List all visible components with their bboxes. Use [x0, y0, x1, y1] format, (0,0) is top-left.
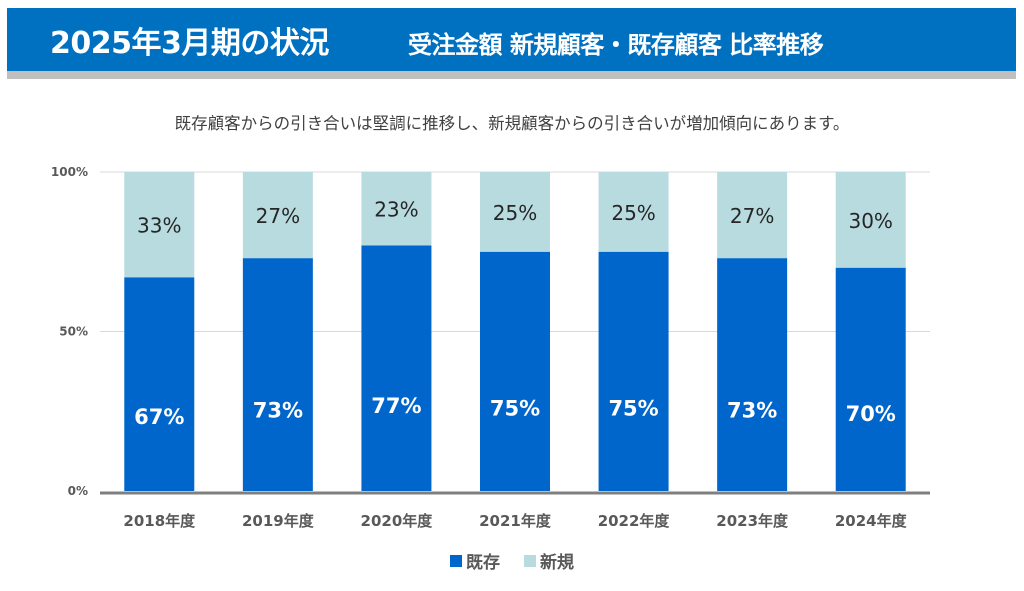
data-label-new: 33% — [137, 214, 181, 238]
bars — [124, 172, 906, 491]
bar-existing — [124, 277, 195, 491]
data-label-existing: 75% — [608, 396, 658, 420]
legend-label-existing: 既存 — [466, 553, 500, 573]
y-tick-label: 50% — [59, 325, 88, 339]
page-subtitle: 受注金額 新規顧客・既存顧客 比率推移 — [408, 31, 824, 59]
x-tick-label: 2023年度 — [716, 512, 789, 530]
x-tick-label: 2018年度 — [123, 512, 196, 530]
legend-item-new: 新規 — [524, 548, 574, 573]
legend-swatch-existing — [450, 554, 462, 567]
x-tick-label: 2022年度 — [598, 512, 671, 530]
x-tick-label: 2021年度 — [479, 512, 552, 530]
bar-existing — [717, 258, 788, 491]
data-label-new: 30% — [848, 209, 892, 233]
chart-description: 既存顧客からの引き合いは堅調に推移し、新規顧客からの引き合いが増加傾向にあります… — [174, 114, 850, 133]
header-underline — [7, 71, 1016, 79]
bar-new — [598, 172, 669, 252]
data-label-existing: 77% — [371, 394, 421, 418]
x-axis-ticks: 2018年度 2019年度 2020年度 2021年度 2022年度 2023年度 2024… — [100, 491, 930, 530]
bar-new — [361, 172, 432, 246]
bar-existing — [598, 251, 669, 491]
y-axis-ticks: 0% 50% 100% — [51, 165, 88, 498]
bar-existing — [242, 258, 313, 491]
data-label-new: 23% — [374, 198, 418, 222]
y-tick-label: 0% — [68, 484, 88, 498]
bar-new — [480, 172, 550, 252]
legend-item-existing: 既存 — [450, 548, 500, 573]
data-label-new: 25% — [493, 201, 537, 225]
bar-new — [835, 172, 906, 268]
x-tick-label: 2020年度 — [361, 512, 434, 530]
page-title: 2025年3月期の状況 — [50, 26, 329, 61]
data-labels: 67% 33% 73% 27% 77% 23% 75% 25% 75% 25% 73% 27% 70% 3… — [134, 198, 896, 430]
data-label-existing: 70% — [846, 402, 896, 426]
data-label-existing: 75% — [490, 396, 540, 420]
data-label-new: 27% — [256, 204, 300, 228]
y-tick-label: 100% — [51, 165, 88, 179]
bar-existing — [361, 245, 432, 491]
bar-existing — [480, 251, 550, 491]
data-label-existing: 73% — [727, 398, 777, 422]
legend-swatch-new — [524, 554, 536, 567]
bar-existing — [835, 267, 906, 491]
data-label-existing: 73% — [253, 398, 303, 422]
data-label-existing: 67% — [134, 405, 184, 429]
legend-label-new: 新規 — [540, 553, 574, 573]
data-label-new: 25% — [611, 201, 655, 225]
data-label-new: 27% — [730, 204, 774, 228]
legend: 既存 新規 — [0, 548, 1024, 573]
bar-new — [242, 172, 313, 259]
bar-new — [124, 172, 195, 278]
x-tick-label: 2019年度 — [242, 512, 315, 530]
x-tick-label: 2024年度 — [835, 512, 908, 530]
bar-new — [717, 172, 788, 259]
header-bar — [7, 8, 1016, 71]
